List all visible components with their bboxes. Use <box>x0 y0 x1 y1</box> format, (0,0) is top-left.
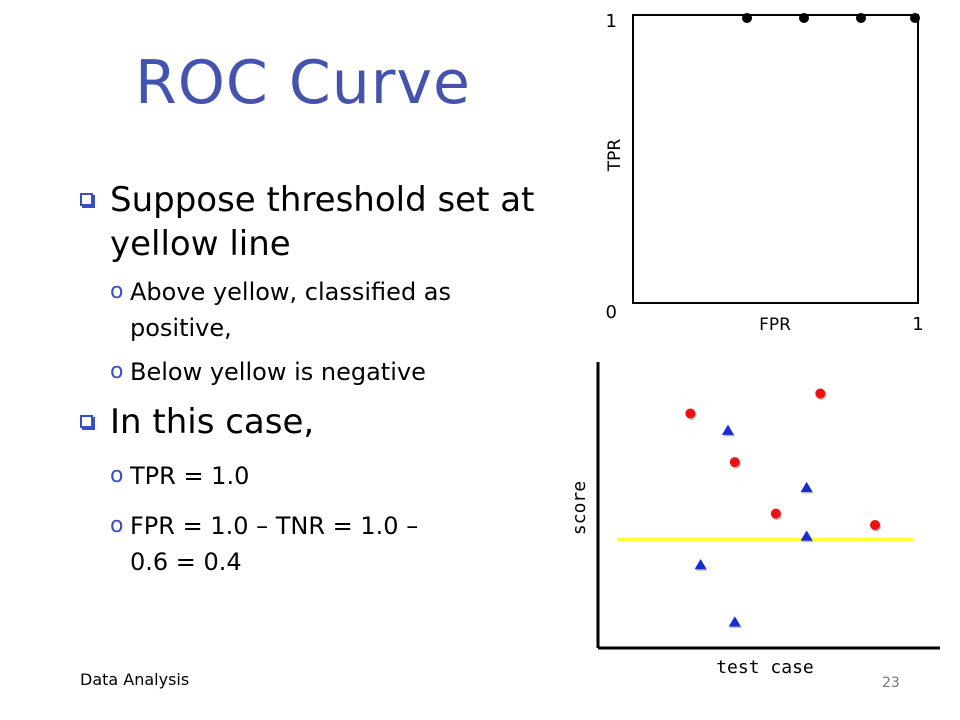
score-points <box>685 388 882 628</box>
bullet-2: In this case, <box>80 400 560 444</box>
roc-points <box>742 13 920 23</box>
page-number: 23 <box>882 675 900 691</box>
negative-point-1 <box>800 481 813 493</box>
positive-point-2 <box>770 508 781 519</box>
positive-point-0 <box>685 408 696 419</box>
positive-point-1 <box>729 457 740 468</box>
roc-x-axis-label: FPR <box>759 315 791 335</box>
sub-bullet-2-2-text: FPR = 1.0 – TNR = 1.0 – 0.6 = 0.4 <box>130 512 419 576</box>
roc-point-1 <box>799 13 809 23</box>
negative-point-4 <box>728 616 741 627</box>
negative-point-2 <box>694 559 707 570</box>
positive-point-4 <box>870 520 881 531</box>
sub-bullet-1-2-text: Below yellow is negative <box>130 358 426 386</box>
sub-bullet-2-1-text: TPR = 1.0 <box>130 462 250 490</box>
negative-point-3 <box>800 530 813 541</box>
roc-point-0 <box>742 13 752 23</box>
footer-text: Data Analysis <box>80 670 190 689</box>
square-bullet-icon <box>80 193 93 206</box>
sub-bullet-1-1-text: Above yellow, classified as positive, <box>130 278 452 342</box>
sub-bullet-1-1: o Above yellow, classified as positive, <box>80 274 560 346</box>
slide-title: ROC Curve <box>135 48 471 118</box>
roc-x-tick-right: 1 <box>912 314 923 335</box>
bullet-1-text: Suppose threshold set at yellow line <box>110 180 535 264</box>
sub-bullet-2-1: o TPR = 1.0 <box>80 458 560 494</box>
bullet-2-text: In this case, <box>110 402 315 442</box>
circle-bullet-icon: o <box>110 513 124 538</box>
square-bullet-icon <box>80 415 93 428</box>
roc-y-tick-bottom: 0 <box>606 302 617 323</box>
bullet-1: Suppose threshold set at yellow line <box>80 178 560 266</box>
circle-bullet-icon: o <box>110 359 124 384</box>
sub-bullet-1-2: o Below yellow is negative <box>80 354 560 390</box>
positive-point-3 <box>815 388 826 399</box>
circle-bullet-icon: o <box>110 463 124 488</box>
bullet-list: Suppose threshold set at yellow line o Ab… <box>80 178 560 580</box>
score-x-axis-label: test case <box>716 657 814 678</box>
circle-bullet-icon: o <box>110 279 124 304</box>
roc-point-3 <box>910 13 920 23</box>
score-y-axis-label: score <box>569 481 590 535</box>
roc-point-2 <box>856 13 866 23</box>
negative-point-0 <box>721 424 734 435</box>
roc-plot-frame <box>632 14 919 304</box>
roc-y-tick-top: 1 <box>606 11 617 32</box>
roc-y-axis-label: TPR <box>605 139 625 173</box>
sub-bullet-2-2: o FPR = 1.0 – TNR = 1.0 – 0.6 = 0.4 <box>80 508 420 580</box>
